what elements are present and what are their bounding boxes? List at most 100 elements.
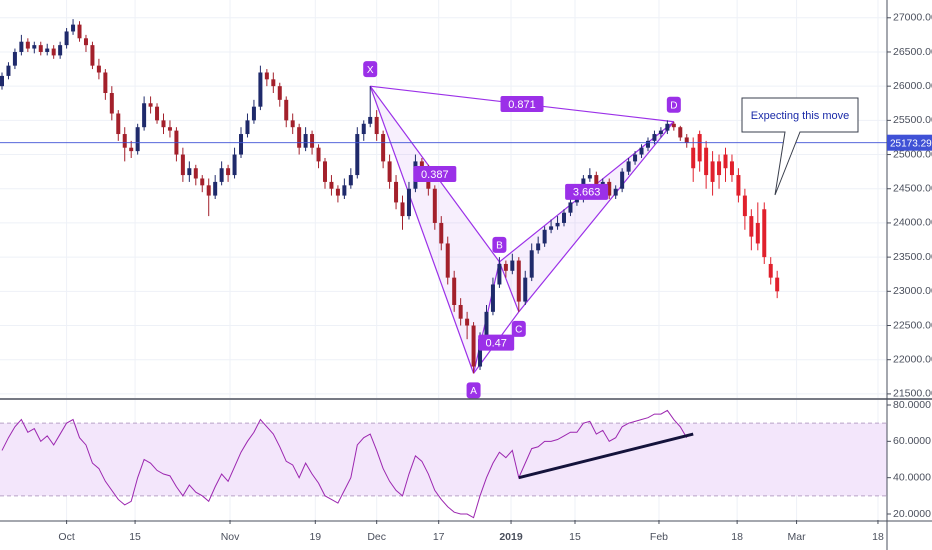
- candle-body: [25, 41, 30, 49]
- candle-body: [277, 86, 282, 100]
- candle-body: [613, 188, 618, 196]
- candle-body: [142, 103, 147, 128]
- candle-body: [368, 116, 373, 124]
- y-tick-label: 22000.00: [893, 353, 932, 365]
- y-tick-label: 26500.00: [893, 46, 932, 58]
- rsi-trendline: [518, 432, 694, 480]
- x-tick-label: 19: [309, 531, 321, 543]
- candle-body: [665, 123, 670, 131]
- candle-body: [167, 127, 172, 131]
- candle-body: [736, 175, 741, 196]
- candle-body: [658, 130, 663, 135]
- candle-body: [516, 260, 521, 302]
- x-tick-label: 17: [433, 531, 445, 543]
- candle-body: [484, 311, 489, 340]
- candle-body: [83, 38, 88, 46]
- candle-body: [704, 147, 709, 176]
- x-tick-label: 2019: [499, 531, 523, 543]
- candle-body: [284, 99, 289, 121]
- ratio-label-box: [413, 166, 457, 183]
- candle-body: [510, 260, 515, 271]
- candle-body: [749, 216, 754, 237]
- candle-body: [652, 134, 657, 141]
- ratio-label: 0.47: [485, 338, 506, 350]
- x-tick-label: Mar: [788, 531, 807, 543]
- candle-body: [361, 123, 366, 135]
- candle-body: [497, 263, 502, 285]
- candle-body: [200, 178, 205, 186]
- candle-body: [161, 120, 166, 128]
- candle-body: [32, 45, 37, 49]
- candle-body: [51, 48, 56, 56]
- y2-tick-label: 20.0000: [893, 508, 931, 520]
- x-tick-label: 18: [872, 531, 884, 543]
- candle-body: [251, 106, 256, 121]
- candle-body: [671, 123, 676, 128]
- candle-body: [478, 339, 483, 367]
- candle-body: [271, 79, 276, 87]
- callout-box: [741, 97, 859, 196]
- y-tick-label: 24500.00: [893, 183, 932, 195]
- ratio-label: 3.663: [573, 187, 601, 199]
- candle-body: [684, 137, 689, 143]
- candle-body: [697, 134, 702, 162]
- candle-body: [19, 41, 24, 52]
- candle-body: [568, 202, 573, 213]
- candle-body: [439, 222, 444, 244]
- candle-body: [329, 181, 334, 189]
- candle-body: [103, 72, 108, 94]
- candle-body: [400, 202, 405, 217]
- candle-body: [310, 134, 315, 148]
- candle-body: [129, 147, 134, 152]
- candle-body: [729, 161, 734, 176]
- candle-body: [555, 222, 560, 227]
- ratio-label-box: [565, 183, 609, 200]
- candle-body: [303, 134, 308, 148]
- candle-body: [620, 171, 625, 189]
- y-tick-label: 26000.00: [893, 80, 932, 92]
- y-tick-label: 22500.00: [893, 319, 932, 331]
- candle-body: [264, 72, 269, 80]
- x-tick-label: Oct: [58, 531, 74, 543]
- candle-body: [0, 75, 4, 87]
- point-label: B: [496, 241, 503, 252]
- y2-tick-label: 80.0000: [893, 399, 931, 411]
- point-label-box: [466, 382, 481, 399]
- pattern-line: [369, 85, 475, 374]
- candle-body: [523, 277, 528, 302]
- x-tick-label: Dec: [367, 531, 386, 543]
- point-label: C: [515, 324, 522, 335]
- candle-body: [316, 147, 321, 162]
- candle-body: [258, 72, 263, 107]
- candle-body: [775, 277, 780, 292]
- y-tick-label: 23000.00: [893, 285, 932, 297]
- candle-body: [232, 154, 237, 176]
- candle-body: [219, 168, 224, 182]
- pattern-line: [518, 121, 675, 313]
- candle-body: [471, 325, 476, 367]
- candle-body: [562, 212, 567, 223]
- candle-body: [503, 263, 508, 271]
- candle-body: [290, 120, 295, 128]
- x-tick-label: Nov: [221, 531, 240, 543]
- candle-body: [12, 51, 17, 66]
- candle-body: [135, 127, 140, 152]
- candle-body: [529, 250, 534, 278]
- candle-body: [213, 181, 218, 196]
- point-label-box: [511, 320, 526, 337]
- y-tick-label: 25500.00: [893, 114, 932, 126]
- candle-body: [245, 120, 250, 135]
- candle-body: [452, 277, 457, 305]
- candle-body: [180, 154, 185, 176]
- ratio-label-box: [500, 95, 544, 112]
- candle-body: [445, 243, 450, 278]
- price-label: 25173.29: [890, 138, 932, 149]
- plot: 0.387 0.47 3.663 0.871 X A B C D Expecting this m…: [0, 19, 887, 519]
- candle-body: [226, 168, 231, 176]
- candle-body: [458, 304, 463, 319]
- ratio-label: 0.387: [421, 169, 449, 181]
- candle-body: [419, 161, 424, 169]
- point-label-box: [363, 61, 378, 78]
